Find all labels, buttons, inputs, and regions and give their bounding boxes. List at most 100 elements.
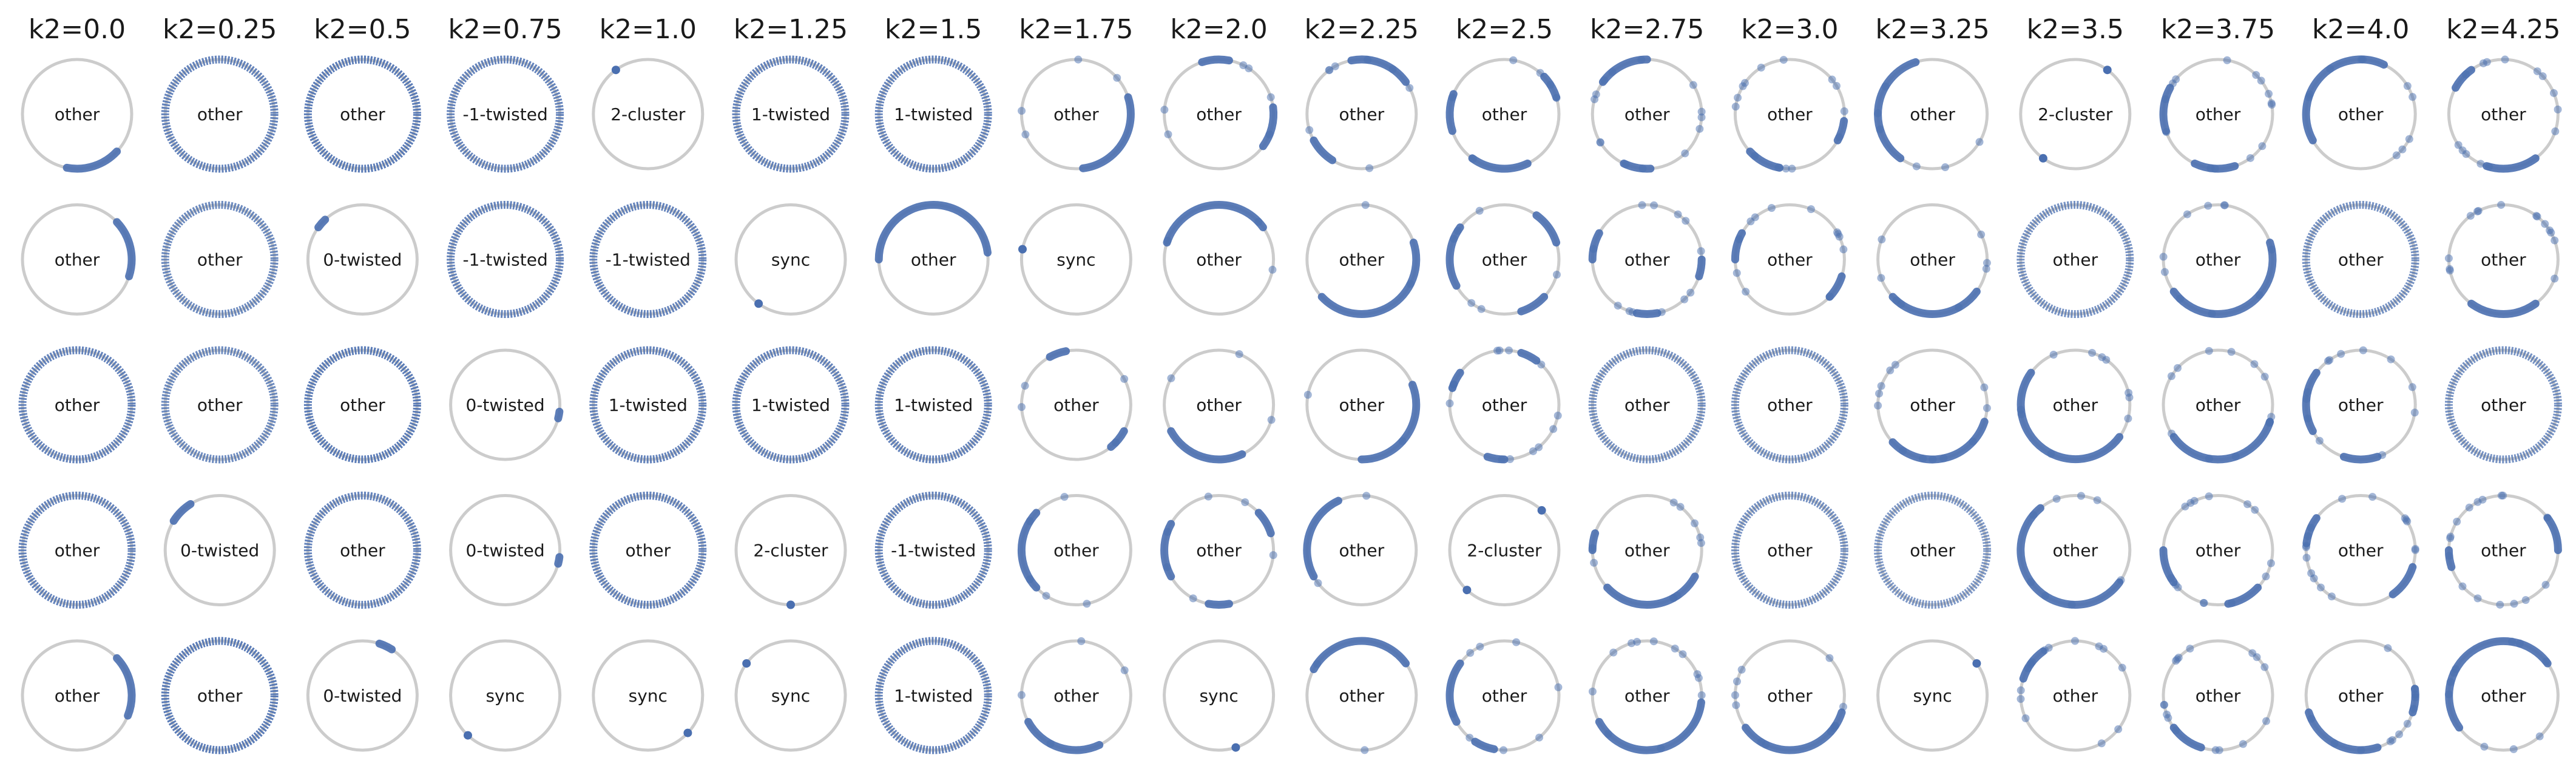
column-title: k2=0.75 bbox=[448, 14, 562, 45]
phase-cluster-arc bbox=[2452, 66, 2475, 92]
phase-point bbox=[2453, 517, 2461, 526]
phase-panel: other bbox=[2162, 347, 2276, 464]
phase-point bbox=[2357, 746, 2365, 754]
phase-cluster-arc bbox=[2483, 154, 2540, 173]
phase-point bbox=[1549, 425, 1558, 433]
phase-point bbox=[2446, 265, 2454, 273]
phase-point bbox=[1021, 382, 1029, 390]
phase-point bbox=[1735, 235, 1743, 243]
phase-point bbox=[1742, 288, 1750, 296]
phase-point bbox=[2029, 511, 2038, 520]
state-label: other bbox=[1624, 395, 1670, 415]
phase-cluster-arc bbox=[1532, 211, 1561, 247]
phase-cluster-arc bbox=[1347, 55, 1410, 86]
phase-panel: other bbox=[2017, 492, 2132, 609]
phase-point bbox=[1189, 594, 1197, 603]
phase-panel: other bbox=[1160, 492, 1277, 609]
phase-point bbox=[1912, 162, 1921, 171]
column-title: k2=2.0 bbox=[1170, 14, 1267, 45]
phase-point bbox=[1120, 666, 1129, 674]
phase-panel: 0-twisted bbox=[449, 348, 564, 461]
state-label: sync bbox=[1056, 250, 1095, 270]
phase-point bbox=[1112, 438, 1120, 447]
phase-point bbox=[2160, 700, 2168, 709]
phase-point bbox=[2205, 492, 2213, 501]
state-label: other bbox=[2481, 541, 2526, 561]
state-label: other bbox=[1339, 686, 1385, 706]
phase-point bbox=[1897, 300, 1905, 308]
phase-point bbox=[2049, 350, 2058, 359]
phase-point bbox=[2466, 212, 2475, 220]
state-label: other bbox=[340, 395, 385, 415]
state-label: other bbox=[626, 541, 671, 561]
state-label: 0-twisted bbox=[323, 686, 402, 706]
phase-panel: other bbox=[18, 346, 136, 464]
phase-point bbox=[1731, 103, 1740, 111]
phase-cluster-arc bbox=[113, 218, 136, 280]
phase-point bbox=[1466, 649, 1475, 657]
phase-ring bbox=[2444, 346, 2562, 464]
phase-point bbox=[1621, 160, 1630, 169]
phase-point bbox=[1465, 733, 1474, 742]
unit-circle bbox=[1019, 203, 1132, 316]
phase-point bbox=[2208, 310, 2216, 318]
phase-point bbox=[1204, 492, 1212, 501]
phase-point bbox=[1649, 637, 1658, 646]
column-title: k2=1.0 bbox=[600, 14, 697, 45]
phase-point bbox=[2174, 364, 2182, 372]
phase-panel: sync bbox=[1876, 639, 1989, 752]
phase-point bbox=[2384, 644, 2392, 652]
phase-point bbox=[2480, 742, 2489, 751]
phase-point bbox=[1733, 269, 1741, 277]
state-label: other bbox=[1910, 250, 1955, 270]
phase-ring bbox=[2302, 201, 2419, 318]
phase-point bbox=[2167, 574, 2175, 583]
phase-point bbox=[2172, 75, 2180, 84]
state-label: sync bbox=[485, 686, 524, 706]
phase-ring bbox=[161, 55, 279, 173]
phase-point bbox=[2541, 581, 2550, 589]
phase-point bbox=[2267, 413, 2276, 421]
phase-point bbox=[1955, 303, 1963, 312]
phase-point bbox=[1982, 265, 1990, 273]
phase-point bbox=[2097, 739, 2106, 748]
phase-point bbox=[2026, 660, 2035, 668]
phase-panel: other bbox=[1591, 55, 1706, 173]
phase-point bbox=[1657, 308, 1666, 316]
state-label: -1-twisted bbox=[891, 541, 976, 561]
phase-point bbox=[1467, 299, 1476, 307]
phase-point bbox=[1160, 106, 1169, 114]
phase-cluster-arc bbox=[1595, 698, 1705, 754]
phase-point bbox=[2205, 347, 2213, 355]
phase-point bbox=[2262, 572, 2270, 581]
phase-point bbox=[2052, 495, 2061, 503]
phase-point bbox=[1267, 416, 1276, 424]
phase-point bbox=[1462, 586, 1472, 595]
phase-point bbox=[1365, 164, 1374, 172]
phase-point bbox=[2549, 89, 2558, 97]
phase-point bbox=[2508, 637, 2517, 646]
phase-ring bbox=[161, 346, 279, 464]
phase-cluster-arc bbox=[1079, 93, 1135, 172]
phase-cluster-arc bbox=[1205, 600, 1233, 609]
phase-point bbox=[1891, 361, 1899, 369]
phase-panel: other bbox=[1731, 56, 1848, 173]
phase-point bbox=[683, 728, 692, 737]
phase-panel: other bbox=[1445, 56, 1561, 173]
phase-panel: 0-twisted bbox=[163, 494, 276, 606]
phase-panel: other bbox=[1445, 346, 1562, 464]
phase-point bbox=[1493, 347, 1502, 355]
phase-cluster-arc bbox=[2339, 453, 2382, 464]
state-label: other bbox=[197, 250, 243, 270]
phase-point bbox=[2409, 93, 2417, 101]
state-label: 0-twisted bbox=[466, 541, 545, 561]
phase-cluster-arc bbox=[1167, 427, 1246, 464]
phase-point bbox=[1751, 152, 1759, 160]
phase-panel: 1-twisted bbox=[589, 346, 707, 464]
phase-ring bbox=[874, 492, 992, 609]
phase-point bbox=[2515, 639, 2524, 648]
phase-point bbox=[1331, 62, 1339, 70]
state-label: other bbox=[1053, 541, 1099, 561]
phase-point bbox=[1449, 709, 1457, 718]
